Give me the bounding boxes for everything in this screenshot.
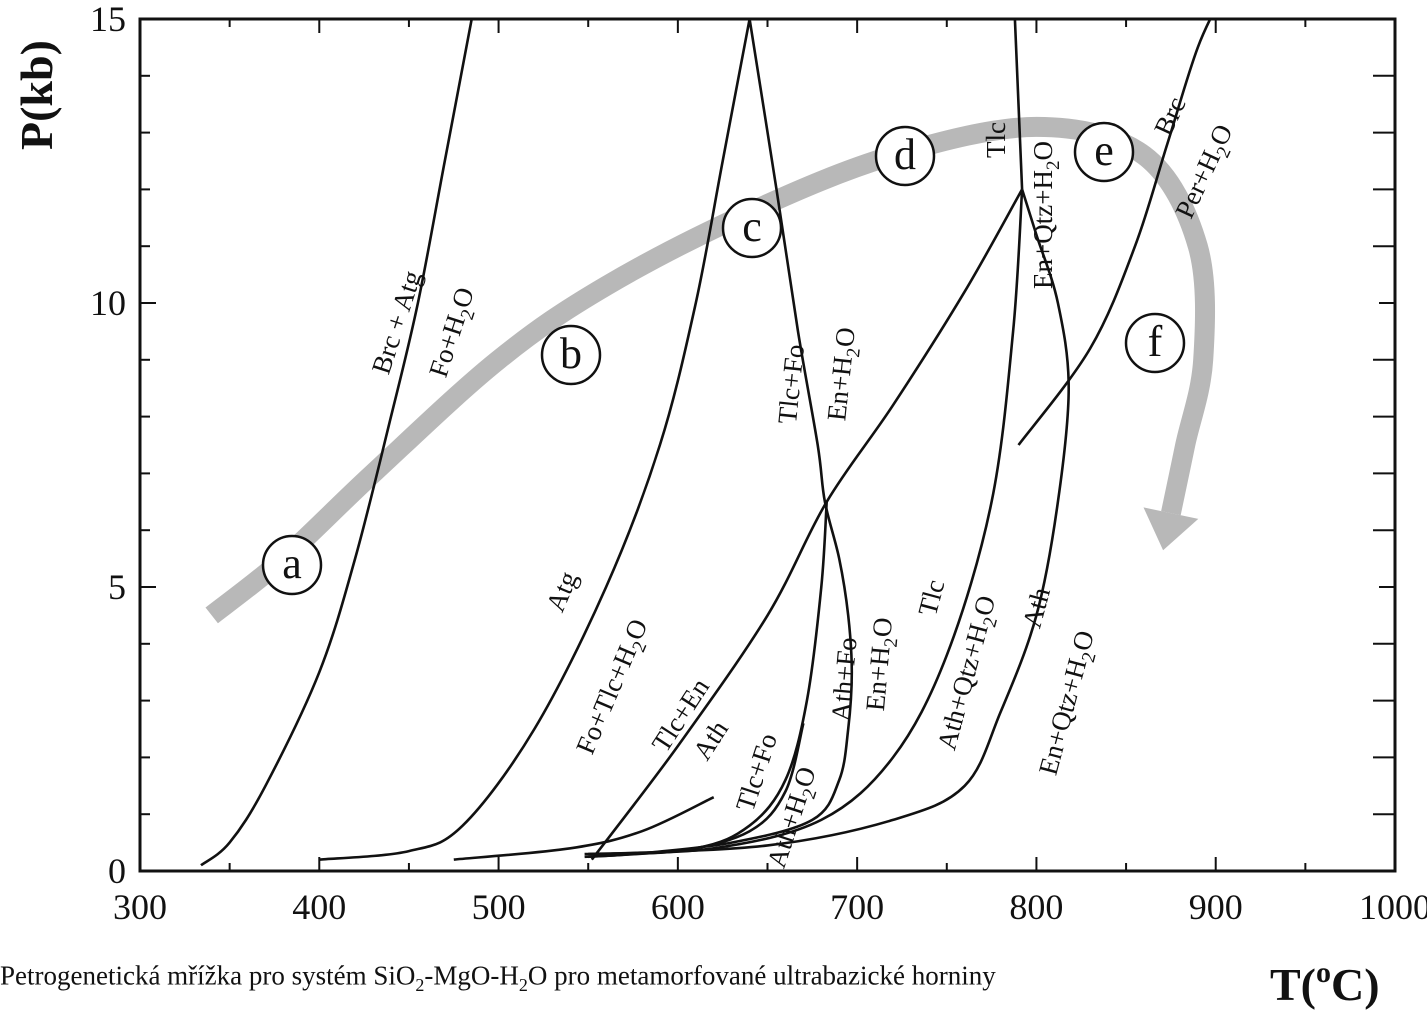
figure-caption: Petrogenetická mřížka pro systém SiO2-Mg…	[0, 960, 996, 995]
metamorphic-path-arrow	[205, 116, 1216, 624]
y-tick-label: 10	[90, 283, 126, 323]
field-label: Tlc+Fo	[730, 730, 783, 815]
x-tick-label: 600	[651, 887, 705, 927]
reaction-curve	[588, 189, 1024, 856]
x-tick-label: 300	[113, 887, 167, 927]
reaction-curve	[590, 188, 1024, 861]
field-label: Per+H2O	[1169, 120, 1244, 226]
path-arrow-head	[1143, 507, 1199, 551]
x-tick-label: 800	[1009, 887, 1063, 927]
reaction-curve	[606, 189, 1070, 856]
field-label: En+Qtz+H2O	[1028, 141, 1064, 289]
reaction-curve	[453, 796, 715, 861]
field-label: Brc	[1148, 92, 1192, 140]
stage-b-marker: b	[540, 324, 602, 386]
stage-f-marker: f	[1124, 312, 1186, 374]
reaction-curve	[1013, 19, 1024, 190]
stage-label: d	[894, 130, 916, 179]
stage-c-marker: c	[721, 197, 783, 259]
reaction-curves	[200, 19, 1212, 867]
field-label: Tlc	[912, 576, 950, 619]
x-tick-label: 400	[292, 887, 346, 927]
reaction-curve	[200, 19, 473, 867]
stage-label: a	[282, 539, 302, 588]
y-tick-label: 0	[108, 851, 126, 891]
y-tick-label: 15	[90, 0, 126, 39]
field-label: Tlc	[981, 122, 1011, 158]
field-label: Ath+H2O	[761, 763, 827, 873]
y-tick-label: 5	[108, 567, 126, 607]
field-label: Ath+Qtz+H2O	[931, 592, 1007, 754]
x-axis-title: T(oC)	[1270, 956, 1380, 1010]
field-label: En+H2O	[860, 616, 904, 712]
field-label: En+Qtz+H2O	[1033, 627, 1106, 779]
stage-label: c	[742, 202, 762, 251]
stage-label: f	[1148, 317, 1163, 366]
x-tick-label: 700	[830, 887, 884, 927]
stage-a-marker: a	[261, 534, 323, 596]
y-axis-title: P(kb)	[11, 40, 62, 150]
x-tick-label: 1000	[1359, 887, 1427, 927]
stage-e-marker: e	[1073, 121, 1135, 183]
path-stage-markers: a b c d e f	[261, 121, 1186, 596]
x-tick-label: 500	[472, 887, 526, 927]
stage-label: e	[1094, 126, 1114, 175]
field-label: Ath+Fo	[825, 636, 862, 723]
field-label: En+H2O	[821, 326, 867, 423]
field-label: Ath	[1017, 584, 1057, 631]
stage-d-marker: d	[874, 125, 936, 187]
field-label: Tlc+Fo	[772, 343, 810, 425]
x-tick-label: 900	[1189, 887, 1243, 927]
field-label: Atg	[540, 567, 583, 616]
stage-label: b	[560, 329, 582, 378]
axis-ticks: 300 400 500 600 700 800 900 1000 0 5 10 15	[90, 0, 1427, 927]
path-arrow-shaft	[205, 116, 1216, 624]
field-label: Brc + Atg	[366, 267, 428, 378]
reaction-curve	[1017, 19, 1212, 446]
reaction-curve	[319, 19, 751, 861]
reaction-curve	[584, 19, 854, 859]
